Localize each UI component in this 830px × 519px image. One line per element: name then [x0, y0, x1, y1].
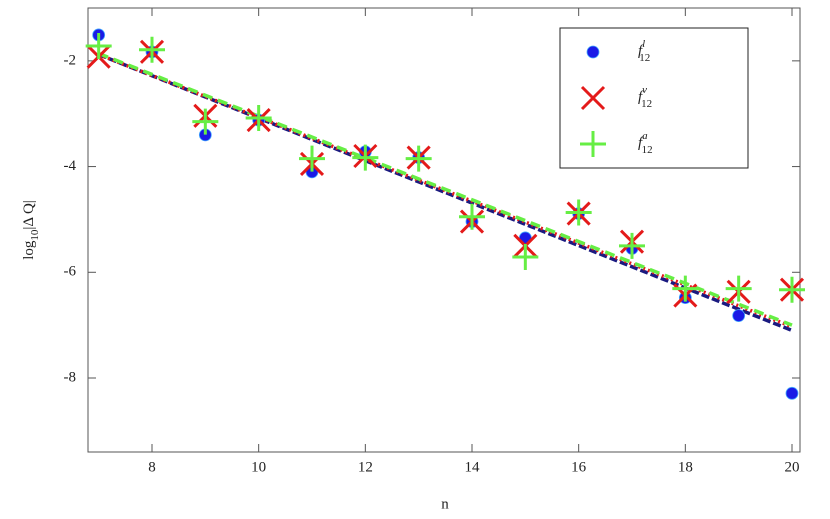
point	[512, 243, 539, 270]
legend-label: fv 12	[638, 84, 652, 110]
legend-marker	[586, 45, 600, 59]
plot-frame	[87, 7, 801, 453]
legend-marker	[580, 131, 606, 157]
point	[139, 36, 165, 63]
x-tick-label: 16	[571, 459, 587, 475]
point	[192, 108, 219, 135]
point	[245, 104, 272, 131]
point	[352, 144, 379, 171]
point	[785, 386, 799, 400]
legend-sub: 12	[642, 144, 653, 156]
point	[565, 199, 592, 226]
x-tick-label: 12	[358, 459, 373, 475]
point	[732, 309, 746, 323]
point	[619, 232, 645, 259]
legend-sub: 12	[641, 98, 652, 110]
point	[725, 275, 752, 302]
y-label-rest: |Δ Q|	[21, 200, 37, 229]
legend-sup: a	[642, 130, 648, 142]
point	[779, 276, 805, 303]
fit-line	[98, 51, 793, 327]
x-axis-label: n	[441, 496, 449, 512]
legend-label: fl 12	[638, 38, 650, 64]
y-tick-label: -4	[64, 158, 77, 174]
point	[405, 145, 432, 172]
legend-marker	[580, 85, 606, 111]
y-tick-label: -8	[64, 369, 77, 385]
legend-sup: l	[642, 38, 645, 50]
fit-line	[98, 52, 793, 333]
point	[299, 145, 325, 172]
x-tick-label: 10	[251, 459, 266, 475]
x-tick-label: 18	[678, 459, 693, 475]
y-label-sub: 10	[29, 229, 41, 241]
x-tick-label: 20	[785, 459, 800, 475]
legend-base: f	[638, 43, 644, 59]
y-tick-label: -6	[64, 264, 77, 280]
legend-label: fa 12	[638, 130, 653, 156]
point	[672, 275, 699, 302]
fit-line	[98, 52, 793, 329]
y-tick-label: -2	[64, 52, 77, 68]
legend-base: f	[638, 135, 644, 151]
point	[85, 33, 112, 60]
legend-sub: 12	[639, 52, 650, 64]
y-label-main: log	[21, 240, 37, 260]
point	[459, 203, 485, 230]
legend-base: f	[638, 89, 644, 105]
x-tick-label: 8	[148, 459, 156, 475]
y-axis-label: log10|Δ Q|	[21, 200, 40, 260]
x-tick-label: 14	[465, 459, 481, 475]
legend-sup: v	[642, 84, 647, 96]
